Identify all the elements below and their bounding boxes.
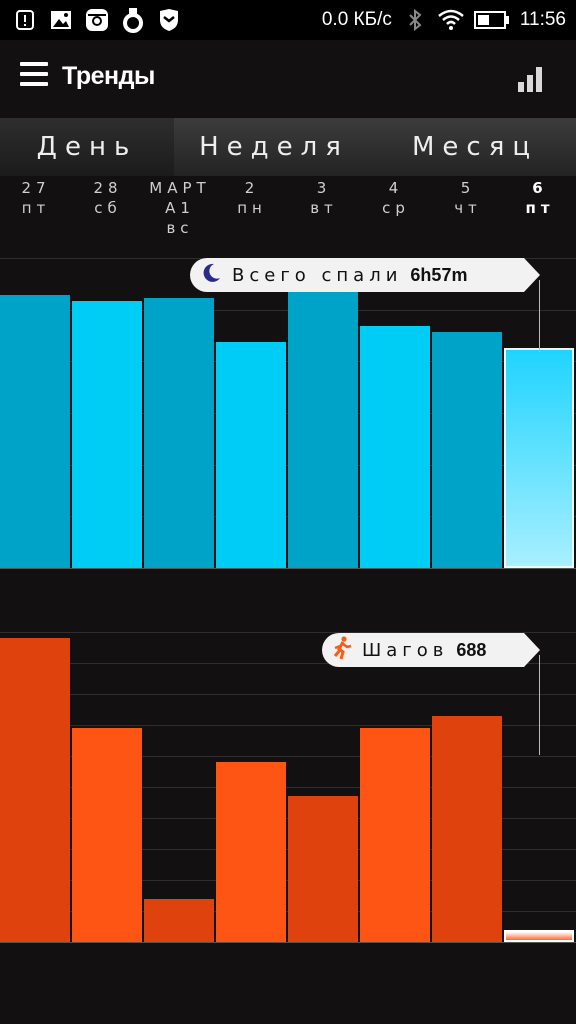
day-label[interactable]: МАРТ А1 вс [149,179,211,237]
bluetooth-icon [402,7,428,33]
chart-bar[interactable] [216,762,286,942]
battery-icon [473,7,510,33]
chart-bar[interactable] [0,295,70,568]
instagram-icon [84,7,110,33]
tab-week[interactable]: Неделя [199,132,349,162]
day-axis: 27 пт 28 сб МАРТ А1 вс 2 пн 3 вт 4 ср 5 чт 6 пт [0,178,576,238]
system-indicators: 0.0 КБ/с 11:56 [322,6,566,34]
tab-day[interactable]: День [0,118,174,176]
period-tabs: День Неделя Месяц [0,118,576,176]
steps-value: 688 [456,639,487,660]
shield-icon [156,7,182,33]
steps-label: Шагов [362,639,449,661]
notification-icons [12,6,182,34]
chart-bar[interactable] [432,716,502,942]
sleep-value: 6h57m [410,264,468,285]
chart-bar[interactable] [288,796,358,942]
status-bar: 0.0 КБ/с 11:56 [0,0,576,40]
chart-bar[interactable] [216,342,286,568]
grid-line [0,663,576,664]
sleep-pointer [539,280,540,352]
day-label[interactable]: 2 пн [237,179,267,217]
day-label[interactable]: 4 ср [382,179,410,217]
day-label[interactable]: 28 сб [93,179,123,217]
grid-line [0,787,576,788]
chart-bar[interactable] [432,332,502,568]
chart-bar[interactable] [72,301,142,568]
chart-bar[interactable] [504,348,574,568]
steps-total-bubble: Шагов 688 [322,633,540,667]
chart-baseline [0,942,576,943]
menu-icon[interactable] [20,62,48,86]
ring-icon [120,7,146,33]
alert-icon [12,7,38,33]
chart-bar[interactable] [144,298,214,568]
sleep-chart [0,258,576,569]
moon-icon [200,262,222,288]
bar-chart-icon[interactable] [518,66,544,92]
sleep-total-bubble: Всего спали 6h57m [190,258,540,292]
grid-line [0,756,576,757]
sleep-label: Всего спали [232,264,403,286]
grid-line [0,632,576,633]
chart-bar[interactable] [360,728,430,942]
tab-month[interactable]: Месяц [411,132,539,162]
chart-bar[interactable] [72,728,142,942]
chart-bar[interactable] [288,286,358,568]
chart-bar[interactable] [144,899,214,942]
day-label-selected[interactable]: 6 пт [525,179,555,217]
day-label[interactable]: 5 чт [454,179,482,217]
day-label[interactable]: 27 пт [21,179,51,217]
day-label[interactable]: 3 вт [310,179,338,217]
grid-line [0,694,576,695]
app-header: Тренды [0,40,576,118]
clock: 11:56 [519,9,566,30]
image-icon [48,7,74,33]
runner-icon [332,636,352,664]
steps-pointer [539,655,540,755]
chart-bar[interactable] [504,930,574,942]
page-title: Тренды [62,62,155,90]
chart-bar[interactable] [0,638,70,942]
wifi-icon [438,7,464,33]
steps-chart [0,632,576,943]
grid-line [0,725,576,726]
network-speed: 0.0 КБ/с [321,9,392,30]
chart-baseline [0,568,576,569]
chart-bar[interactable] [360,326,430,568]
